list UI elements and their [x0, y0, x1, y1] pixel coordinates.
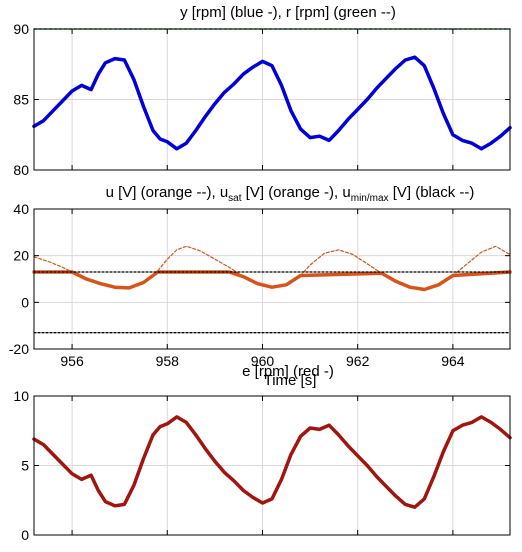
panel-voltage-title-part3: [V] (black --) — [389, 184, 475, 201]
panel-voltage-series-u-sat-v — [32, 270, 512, 292]
panel-voltage-title-sub2: min/max — [351, 193, 389, 204]
panel-voltage-title-part2: [V] (orange -), u — [242, 184, 351, 201]
panel-rpm-ytick-label: 90 — [13, 21, 29, 37]
panel-voltage-xlabel: Time [s] — [264, 372, 317, 389]
panel-voltage-xtick-label: 962 — [346, 353, 370, 369]
panel-error-ytick-label: 0 — [21, 527, 29, 543]
panel-voltage-ytick-label: 0 — [21, 294, 29, 310]
panel-voltage-axes-frame — [33, 208, 511, 350]
panel-voltage-title-part1: u [V] (orange --), u — [106, 184, 229, 201]
panel-voltage-xtick-label: 958 — [156, 353, 180, 369]
panel-rpm-ytick-label: 85 — [13, 92, 29, 108]
panel-error-title: e [rpm] (red -) — [242, 363, 334, 380]
panel-voltage-ytick-label: 40 — [13, 201, 29, 217]
panel-rpm-title: y [rpm] (blue -), r [rpm] (green --) — [180, 4, 396, 21]
panel-voltage-ytick-label: -20 — [9, 341, 29, 357]
panel-voltage: -20 0 20 40 956 958 960 962 964 u [V] (orange --)… — [9, 184, 512, 389]
panel-rpm-ytick-label: 80 — [13, 162, 29, 178]
panel-rpm: 80 85 90 y [rpm] (blue -), r [rpm] (green -… — [13, 4, 512, 178]
panel-voltage-xtick-label: 964 — [441, 353, 465, 369]
panel-error: 0 5 10 e [rpm] (red -) — [13, 363, 512, 543]
panel-error-ytick-label: 10 — [13, 388, 29, 404]
panel-error-ytick-label: 5 — [21, 458, 29, 474]
panel-voltage-plot-area — [34, 209, 510, 349]
panel-voltage-xtick-label: 956 — [60, 353, 84, 369]
panel-voltage-title: u [V] (orange --), usat [V] (orange -), … — [106, 184, 475, 204]
panel-voltage-title-sub1: sat — [228, 193, 242, 204]
panel-voltage-xtick-label: 960 — [251, 353, 275, 369]
panel-rpm-series-y-rpm — [32, 55, 512, 151]
panel-voltage-ytick-label: 20 — [13, 248, 29, 264]
panel-error-series-e-rpm — [32, 415, 512, 509]
